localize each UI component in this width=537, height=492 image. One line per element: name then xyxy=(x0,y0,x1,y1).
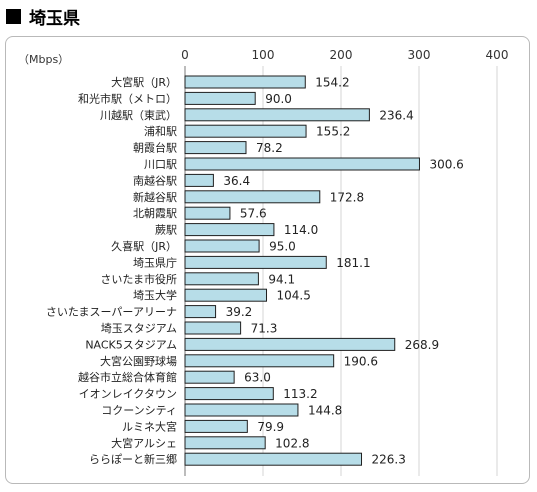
value-label: 57.6 xyxy=(240,207,267,221)
value-label: 144.8 xyxy=(308,404,342,418)
bar xyxy=(184,173,214,187)
category-label: 川越駅（東武） xyxy=(100,108,177,122)
category-label: ららぽーと新三郷 xyxy=(89,452,177,466)
category-label: 朝霞台駅 xyxy=(133,141,177,155)
value-label: 78.2 xyxy=(256,141,283,155)
value-label: 181.1 xyxy=(336,256,370,270)
value-label: 39.2 xyxy=(226,305,253,319)
chart-frame xyxy=(5,36,530,484)
bar xyxy=(184,272,259,286)
bar xyxy=(184,157,420,171)
bar xyxy=(184,452,363,466)
bar xyxy=(184,124,307,138)
category-label: 大宮公園野球場 xyxy=(100,354,177,368)
value-label: 63.0 xyxy=(244,371,271,385)
bar xyxy=(184,190,321,204)
value-label: 172.8 xyxy=(330,190,364,204)
page-header: 埼玉県 xyxy=(6,4,80,29)
bar xyxy=(184,255,327,269)
bar xyxy=(184,91,256,105)
value-label: 236.4 xyxy=(379,108,413,122)
category-label: 埼玉大学 xyxy=(133,288,177,302)
bar xyxy=(184,206,231,220)
value-label: 79.9 xyxy=(257,420,284,434)
bar xyxy=(184,223,275,237)
bar xyxy=(184,354,335,368)
page-title: 埼玉県 xyxy=(29,8,80,29)
bar xyxy=(184,321,242,335)
category-label: さいたまスーパーアリーナ xyxy=(46,306,177,319)
category-label: 川口駅 xyxy=(144,158,177,171)
bar xyxy=(184,108,370,122)
value-label: 95.0 xyxy=(269,240,296,254)
value-label: 102.8 xyxy=(275,436,309,450)
category-label: ルミネ大宮 xyxy=(122,419,177,433)
x-tick-label: 0 xyxy=(181,48,189,62)
value-label: 113.2 xyxy=(283,387,317,401)
bar xyxy=(184,75,306,89)
x-tick-label: 200 xyxy=(330,48,353,62)
value-label: 190.6 xyxy=(344,354,378,368)
bar xyxy=(184,403,299,417)
bar xyxy=(184,419,248,433)
category-label: 埼玉スタジアム xyxy=(101,321,177,335)
value-label: 154.2 xyxy=(315,76,349,90)
value-label: 226.3 xyxy=(372,453,406,467)
x-tick-label: 300 xyxy=(408,48,431,62)
category-label: 新越谷駅 xyxy=(133,190,177,204)
value-label: 36.4 xyxy=(223,174,250,188)
category-label: 大宮駅（JR） xyxy=(111,75,177,89)
category-label: 蕨駅 xyxy=(155,224,177,237)
category-label: 浦和駅 xyxy=(144,125,177,138)
bar xyxy=(184,337,396,351)
category-label: コクーンシティ xyxy=(101,404,177,417)
value-label: 104.5 xyxy=(277,289,311,303)
bar xyxy=(184,239,260,253)
bar xyxy=(184,305,217,319)
bar xyxy=(184,141,247,155)
bar xyxy=(184,370,235,384)
value-label: 94.1 xyxy=(268,272,295,286)
title-square-icon xyxy=(6,8,21,24)
category-label: 越谷市立総合体育館 xyxy=(78,370,177,384)
category-label: 大宮アルシェ xyxy=(111,436,177,450)
bar xyxy=(184,288,268,302)
category-label: 埼玉県庁 xyxy=(133,255,177,269)
value-label: 300.6 xyxy=(429,158,463,172)
value-label: 71.3 xyxy=(251,322,278,336)
value-label: 268.9 xyxy=(405,338,439,352)
value-label: 114.0 xyxy=(284,223,318,237)
unit-label: （Mbps） xyxy=(18,53,69,66)
x-tick-label: 400 xyxy=(486,48,509,62)
bar xyxy=(184,387,274,401)
category-label: さいたま市役所 xyxy=(100,272,177,286)
category-label: NACK5スタジアム xyxy=(85,338,177,351)
x-tick-label: 100 xyxy=(252,48,275,62)
category-label: 久喜駅（JR） xyxy=(111,240,177,253)
category-label: 和光市駅（メトロ） xyxy=(78,91,177,105)
category-label: 北朝霞駅 xyxy=(133,207,177,220)
category-label: イオンレイクタウン xyxy=(79,388,177,401)
bar xyxy=(184,436,266,450)
value-label: 90.0 xyxy=(265,92,292,106)
category-label: 南越谷駅 xyxy=(133,173,177,187)
value-label: 155.2 xyxy=(316,125,350,139)
